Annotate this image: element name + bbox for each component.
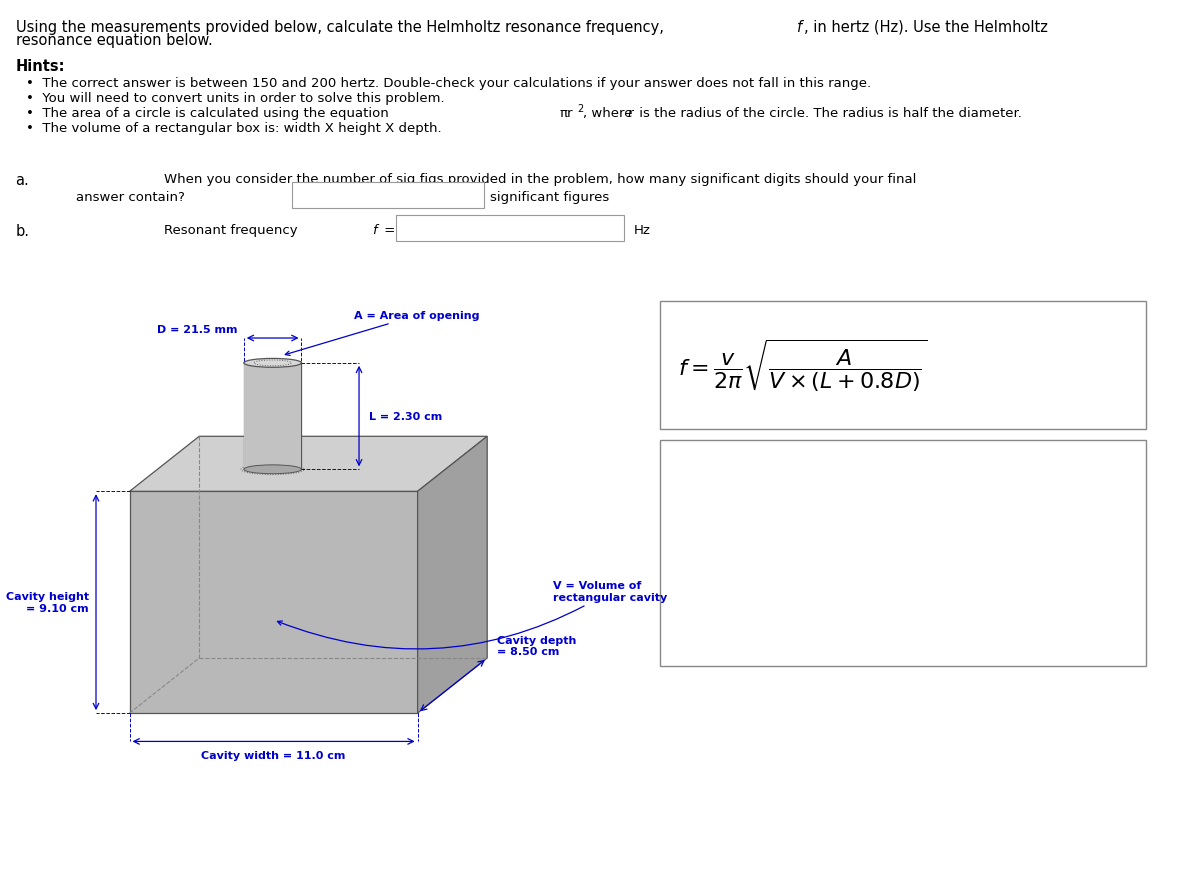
Ellipse shape [244,465,301,474]
Polygon shape [130,437,487,492]
Text: •  The area of a circle is calculated using the equation: • The area of a circle is calculated usi… [26,107,394,120]
Text: is the radius of the circle. The radius is half the diameter.: is the radius of the circle. The radius … [635,107,1021,120]
Text: ► f = frequency, in hertz: ► f = frequency, in hertz [674,455,829,467]
FancyBboxPatch shape [660,301,1146,430]
FancyBboxPatch shape [396,215,624,242]
Text: Cavity depth
= 8.50 cm: Cavity depth = 8.50 cm [497,635,576,657]
Text: ► V = volume of cavity, in m: ► V = volume of cavity, in m [674,556,854,568]
Text: ► D = diameter of neck, in m: ► D = diameter of neck, in m [674,623,859,635]
Text: Cavity width = 11.0 cm: Cavity width = 11.0 cm [202,750,346,760]
Text: A = Area of opening: A = Area of opening [286,311,480,356]
Text: , in hertz (Hz). Use the Helmholtz: , in hertz (Hz). Use the Helmholtz [804,19,1048,35]
Text: a.: a. [16,173,29,188]
Text: 2: 2 [577,104,583,113]
Text: D = 21.5 mm: D = 21.5 mm [157,325,238,335]
Text: •  The volume of a rectangular box is: width X height X depth.: • The volume of a rectangular box is: wi… [26,122,442,136]
Text: Hints:: Hints: [16,58,65,74]
Text: f: f [797,19,802,35]
Text: πr: πr [559,107,572,120]
Text: 2: 2 [859,515,865,524]
Text: L = 2.30 cm: L = 2.30 cm [368,412,442,422]
Text: Using the measurements provided below, calculate the Helmholtz resonance frequen: Using the measurements provided below, c… [16,19,668,35]
Text: f: f [372,223,377,237]
Text: Resonant frequency: Resonant frequency [164,223,302,237]
Ellipse shape [244,359,301,368]
Text: Cavity height
= 9.10 cm: Cavity height = 9.10 cm [6,592,89,613]
Text: ► L = length of neck, in m: ► L = length of neck, in m [674,589,839,602]
Text: significant figures: significant figures [490,190,608,204]
Text: b.: b. [16,223,30,238]
Text: r: r [628,107,634,120]
Text: V = Volume of
rectangular cavity: V = Volume of rectangular cavity [277,580,667,649]
Text: 3: 3 [866,548,871,557]
FancyBboxPatch shape [660,440,1146,666]
Text: resonance equation below.: resonance equation below. [16,33,212,48]
FancyBboxPatch shape [292,183,484,209]
Text: =: = [380,223,396,237]
Text: answer contain?: answer contain? [76,190,185,204]
Polygon shape [244,363,301,470]
Text: $f = \dfrac{v}{2\pi}\sqrt{\dfrac{A}{V \times (L + 0.8D)}}$: $f = \dfrac{v}{2\pi}\sqrt{\dfrac{A}{V \t… [678,337,928,393]
Text: When you consider the number of sig figs provided in the problem, how many signi: When you consider the number of sig figs… [164,173,917,186]
Text: , where: , where [583,107,637,120]
Polygon shape [130,492,418,713]
Text: ► v = 343 meters/second (speed of sound in air): ► v = 343 meters/second (speed of sound … [674,488,980,501]
Polygon shape [418,437,487,713]
Text: •  The correct answer is between 150 and 200 hertz. Double-check your calculatio: • The correct answer is between 150 and … [26,77,871,90]
Text: Hz: Hz [634,223,650,237]
Text: •  You will need to convert units in order to solve this problem.: • You will need to convert units in orde… [26,92,445,105]
Text: ► A = area of opening, in m: ► A = area of opening, in m [674,522,850,534]
